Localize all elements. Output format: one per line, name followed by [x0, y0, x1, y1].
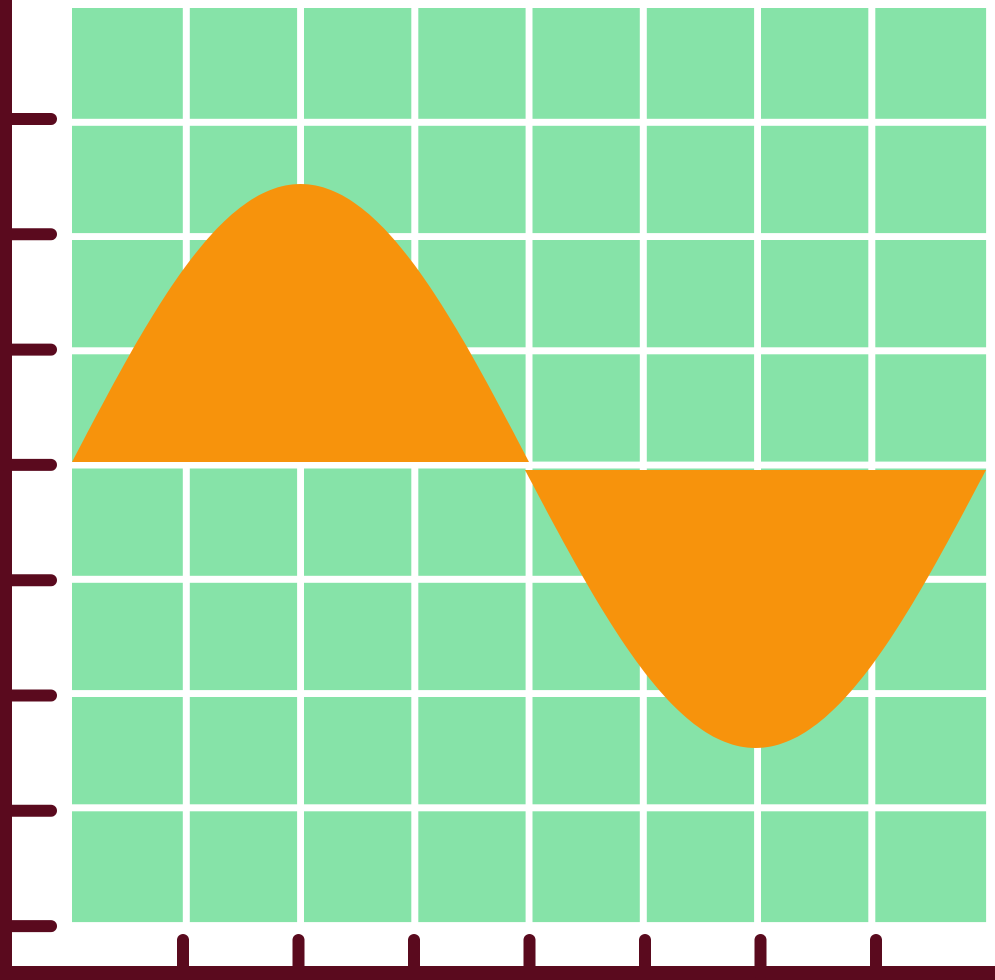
- grid-cell: [189, 468, 298, 576]
- y-axis-tick: [0, 228, 57, 241]
- grid-cell: [418, 697, 526, 805]
- grid-cell: [761, 240, 869, 348]
- x-axis-tick: [292, 934, 305, 980]
- grid-cell: [761, 811, 869, 923]
- grid-cell: [875, 8, 987, 119]
- grid-cell: [72, 811, 183, 923]
- grid-cell: [875, 811, 987, 923]
- grid-cell: [532, 240, 640, 348]
- grid-cell: [304, 8, 412, 119]
- grid-cell: [304, 811, 412, 923]
- x-axis-tick: [639, 934, 651, 980]
- grid-cell: [189, 811, 298, 923]
- x-axis-tick: [177, 934, 189, 980]
- grid-cell: [189, 8, 298, 119]
- grid-cell: [418, 8, 526, 119]
- x-axis-tick: [870, 934, 882, 980]
- x-axis-ticks: [177, 934, 882, 980]
- y-axis-tick: [0, 343, 57, 356]
- grid-cell: [875, 240, 987, 348]
- grid-cell: [72, 125, 183, 234]
- x-axis-tick: [523, 934, 536, 980]
- x-axis-tick: [408, 934, 420, 980]
- grid-cell: [532, 697, 640, 805]
- grid-cell: [72, 468, 183, 576]
- grid-cell: [418, 811, 526, 923]
- grid-cell: [646, 240, 755, 348]
- y-axis-tick: [0, 113, 57, 125]
- y-axis-tick: [0, 920, 57, 933]
- grid-cell: [304, 582, 412, 691]
- grid-cell: [418, 125, 526, 234]
- x-axis-line: [0, 966, 995, 980]
- grid-cell: [532, 811, 640, 923]
- y-axis-tick: [0, 804, 57, 817]
- grid-cell: [189, 582, 298, 691]
- wave-positive-lobe: [72, 184, 529, 462]
- y-axis-tick: [0, 458, 57, 471]
- grid-cell: [532, 354, 640, 462]
- y-axis-line: [0, 0, 12, 980]
- grid-cell: [875, 354, 987, 462]
- grid-cell: [418, 468, 526, 576]
- wave-group: [72, 184, 986, 748]
- grid-cell: [646, 125, 755, 234]
- grid-cell: [761, 8, 869, 119]
- grid-cell: [418, 582, 526, 691]
- grid-cell: [875, 697, 987, 805]
- grid-cell: [304, 468, 412, 576]
- grid-cell: [646, 8, 755, 119]
- grid-cell: [532, 125, 640, 234]
- grid-cell: [72, 8, 183, 119]
- grid-cell: [646, 811, 755, 923]
- grid-cell: [532, 8, 640, 119]
- grid-cell: [875, 125, 987, 234]
- grid-cell: [72, 582, 183, 691]
- y-axis-tick: [0, 689, 57, 702]
- grid-cell: [646, 354, 755, 462]
- wave-negative-lobe: [525, 470, 986, 748]
- grid-cell: [304, 697, 412, 805]
- grid-cell: [189, 697, 298, 805]
- x-axis-tick: [754, 934, 767, 980]
- grid-cell: [761, 354, 869, 462]
- y-axis-ticks: [0, 113, 57, 933]
- grid-cell: [72, 697, 183, 805]
- grid-cell: [761, 125, 869, 234]
- y-axis-tick: [0, 574, 57, 587]
